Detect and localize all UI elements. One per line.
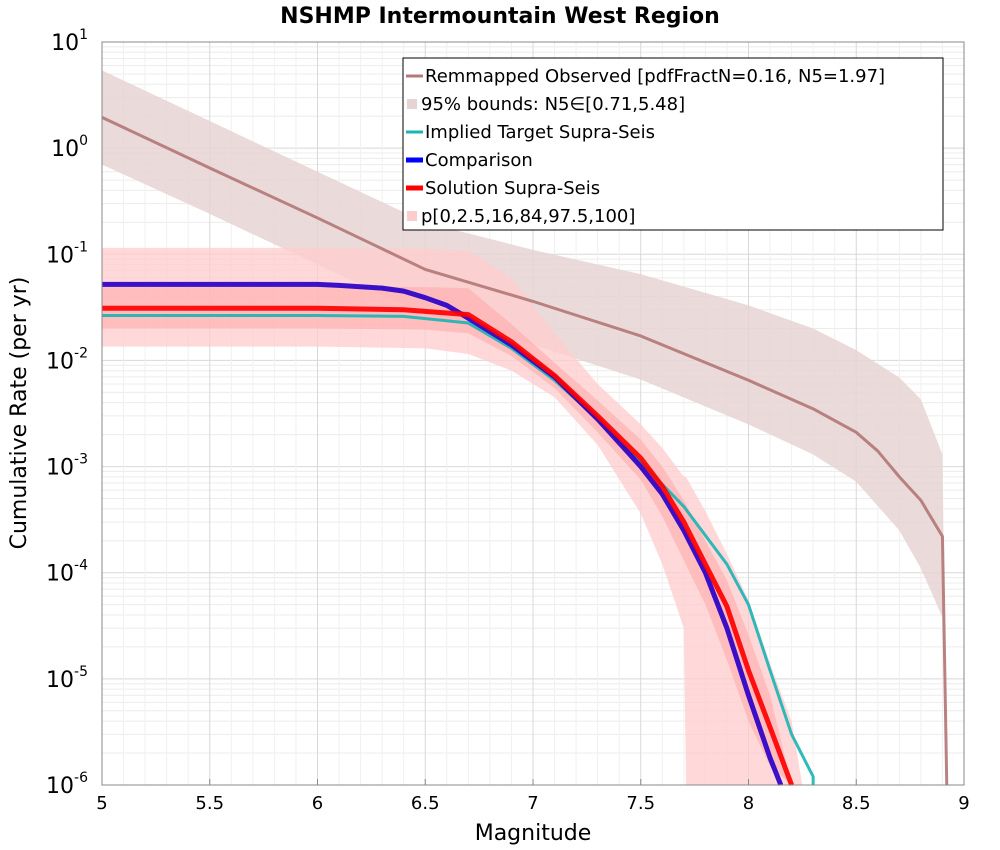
legend-label-3: Comparison [425,150,533,171]
y-tick-exponent: -1 [74,239,88,255]
x-tick-label: 8 [743,793,754,814]
y-tick-base: 10 [46,562,74,587]
y-tick-exponent: -4 [74,558,88,574]
y-tick-label: 100 [51,133,88,162]
legend: Remmapped Observed [pdfFractN=0.16, N5=1… [402,57,944,231]
legend-label-0: Remmapped Observed [pdfFractN=0.16, N5=1… [425,66,885,87]
y-tick-label: 10-3 [46,452,88,481]
y-tick-label: 10-5 [46,664,88,693]
chart-title: NSHMP Intermountain West Region [280,4,720,29]
x-axis-ticks: 5 5.5 6 6.5 7 7.5 8 8.5 9 [96,779,970,814]
y-tick-base: 10 [46,349,74,374]
x-tick-label: 7 [527,793,538,814]
y-tick-exponent: -5 [74,664,88,680]
y-tick-base: 10 [46,456,74,481]
y-tick-base: 10 [51,31,79,56]
legend-label-2: Implied Target Supra-Seis [425,122,655,143]
x-tick-label: 5.5 [195,793,224,814]
y-tick-label: 10-1 [46,239,88,268]
x-tick-label: 5 [96,793,107,814]
x-tick-label: 9 [958,793,969,814]
y-tick-base: 10 [51,137,79,162]
x-tick-label: 6.5 [411,793,440,814]
legend-label-4: Solution Supra-Seis [425,178,600,199]
legend-label-5: p[0,2.5,16,84,97.5,100] [421,206,635,227]
y-tick-base: 10 [46,774,74,799]
y-axis-label: Cumulative Rate (per yr) [7,277,32,550]
x-tick-label: 7.5 [626,793,655,814]
y-tick-exponent: -6 [74,770,88,786]
x-tick-label: 6 [312,793,323,814]
y-tick-base: 10 [46,668,74,693]
y-tick-label: 10-6 [46,770,88,799]
legend-swatch-1 [407,99,417,109]
x-axis-label: Magnitude [475,821,592,846]
y-tick-base: 10 [46,243,74,268]
series-lines [101,116,949,786]
y-tick-label: 101 [51,27,88,56]
legend-swatch-5 [407,211,417,221]
x-tick-label: 8.5 [842,793,871,814]
y-tick-exponent: 1 [79,27,88,43]
legend-label-1: 95% bounds: N5∈[0.71,5.48] [421,94,685,115]
y-tick-exponent: -3 [74,452,88,468]
legend-box [402,57,944,231]
bands [102,70,947,786]
series-line-3 [102,305,794,786]
y-tick-exponent: 0 [79,133,88,149]
series-line-0 [101,116,949,786]
y-tick-label: 10-4 [46,558,88,587]
y-tick-label: 10-2 [46,345,88,374]
y-tick-exponent: -2 [74,345,88,361]
